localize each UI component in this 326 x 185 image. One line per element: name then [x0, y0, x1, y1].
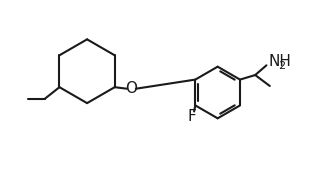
Text: O: O	[126, 81, 137, 96]
Text: NH: NH	[269, 54, 291, 69]
Text: F: F	[188, 110, 197, 125]
Text: 2: 2	[278, 61, 285, 71]
